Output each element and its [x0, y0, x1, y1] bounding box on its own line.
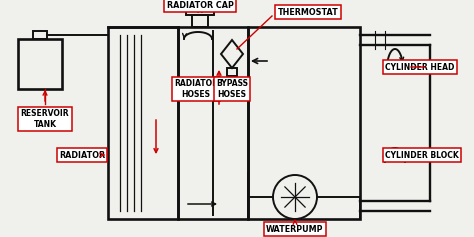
- Text: THERMOSTAT: THERMOSTAT: [278, 8, 338, 17]
- Text: BYPASS
HOSES: BYPASS HOSES: [216, 79, 248, 99]
- Bar: [33, 31, 47, 39]
- Text: RADIATOR
HOSES: RADIATOR HOSES: [174, 79, 218, 99]
- Bar: [178, 27, 248, 219]
- Bar: [186, 7, 214, 15]
- Text: RADIATOR: RADIATOR: [59, 150, 105, 160]
- Bar: [248, 27, 360, 219]
- Bar: [227, 68, 237, 76]
- Text: CYLINDER HEAD: CYLINDER HEAD: [385, 63, 455, 72]
- Bar: [18, 39, 62, 89]
- Bar: [192, 15, 208, 27]
- Text: WATERPUMP: WATERPUMP: [266, 224, 324, 233]
- Text: RADIATOR CAP: RADIATOR CAP: [166, 0, 233, 9]
- Bar: [108, 27, 178, 219]
- Text: CYLINDER BLOCK: CYLINDER BLOCK: [385, 150, 459, 160]
- Text: RESERVOIR
TANK: RESERVOIR TANK: [21, 109, 69, 129]
